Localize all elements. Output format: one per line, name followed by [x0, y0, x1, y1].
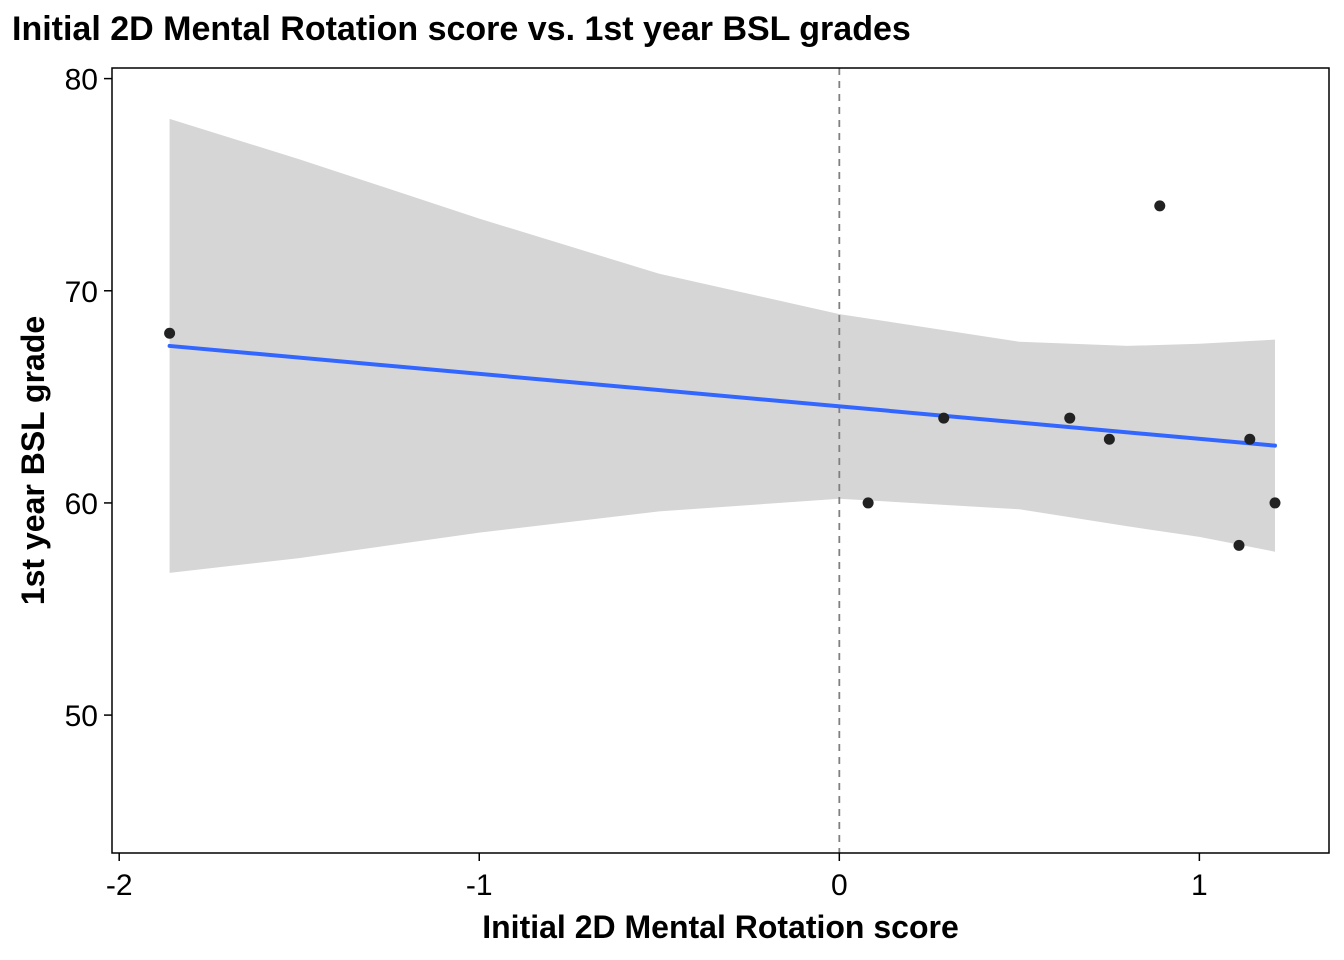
confidence-band-layer	[169, 118, 1276, 573]
x-axis: -2 -1 0 1	[106, 853, 1208, 902]
data-point	[1244, 433, 1256, 445]
data-point	[1103, 433, 1115, 445]
data-point	[1269, 497, 1281, 509]
y-tick-label: 70	[65, 276, 98, 309]
x-tick-label: -2	[106, 869, 133, 902]
chart-title: Initial 2D Mental Rotation score vs. 1st…	[12, 10, 911, 48]
y-tick-label: 80	[65, 64, 98, 97]
y-tick-label: 50	[65, 700, 98, 733]
data-points-layer	[164, 200, 1281, 551]
y-axis-title: 1st year BSL grade	[15, 316, 51, 605]
y-tick-label: 60	[65, 488, 98, 521]
x-tick-label: -1	[466, 869, 493, 902]
data-point	[1154, 200, 1166, 212]
data-point	[1064, 412, 1076, 424]
confidence-band	[169, 118, 1276, 573]
x-tick-label: 0	[831, 869, 848, 902]
fit-line-layer	[167, 343, 1277, 448]
data-point	[862, 497, 874, 509]
data-point	[164, 327, 176, 339]
plot-panel-border	[111, 67, 1330, 854]
data-point	[938, 412, 950, 424]
y-axis: 50 60 70 80	[65, 64, 112, 733]
regression-line	[167, 343, 1277, 448]
x-tick-label: 1	[1191, 869, 1208, 902]
data-point	[1233, 539, 1245, 551]
x-axis-title: Initial 2D Mental Rotation score	[482, 909, 959, 945]
